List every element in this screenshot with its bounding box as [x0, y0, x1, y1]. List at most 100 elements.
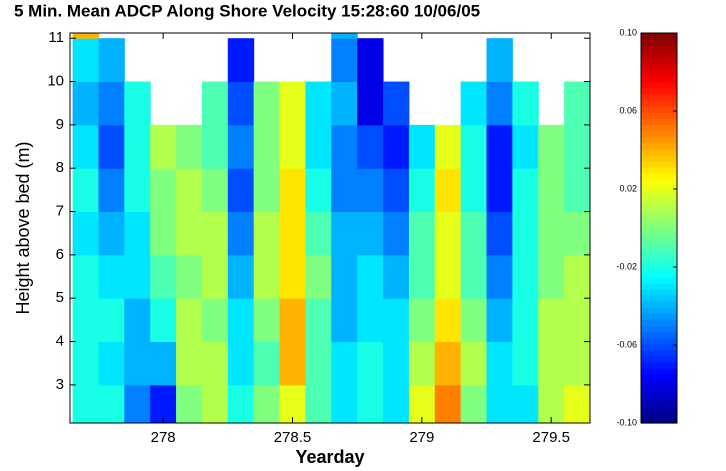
colorbar-swatch [641, 33, 677, 40]
colorbar-swatch [641, 270, 677, 278]
cell [408, 124, 436, 169]
colorbar-swatch [641, 197, 677, 205]
cell [512, 341, 539, 386]
cell [357, 254, 384, 299]
cell [201, 298, 229, 343]
colorbar-tick-label: -0.02 [616, 261, 637, 271]
cell [408, 341, 436, 386]
cell [408, 254, 436, 299]
cell [201, 384, 229, 423]
cell [72, 384, 99, 423]
y-tick-label: 6 [56, 246, 64, 263]
cell [331, 38, 358, 83]
cell [357, 211, 384, 256]
cell [201, 81, 229, 126]
colorbar-swatch [641, 301, 677, 308]
cell [124, 211, 151, 256]
cell [72, 254, 99, 299]
cell [383, 124, 410, 169]
cell [305, 211, 332, 256]
cell [331, 254, 358, 299]
cell [253, 124, 281, 169]
y-tick-label: 10 [47, 73, 64, 90]
y-tick-label: 11 [48, 29, 64, 46]
cell [253, 211, 281, 256]
colorbar-swatch [641, 124, 677, 132]
y-tick-label: 8 [56, 159, 64, 176]
cell [305, 168, 332, 213]
colorbar-swatch [641, 118, 677, 126]
x-tick-label: 279.5 [532, 429, 570, 446]
colorbar-swatch [641, 246, 677, 253]
colorbar-swatch [641, 392, 677, 400]
x-tick-label: 278 [151, 429, 176, 446]
cell [460, 341, 488, 386]
colorbar-tick-label: 0.06 [619, 105, 637, 115]
colorbar-swatch [641, 75, 677, 83]
cell [227, 211, 255, 256]
cell [331, 384, 358, 423]
cell [512, 211, 539, 256]
colorbar-swatch [641, 142, 677, 150]
cell [227, 384, 255, 423]
cell [227, 38, 255, 83]
cell [176, 124, 203, 169]
cell [227, 81, 255, 126]
cell [150, 254, 177, 299]
colorbar-swatch [641, 69, 677, 77]
y-axis-label: Height above bed (m) [13, 141, 33, 314]
cell [279, 341, 306, 386]
colorbar-swatch [641, 313, 677, 321]
cell [72, 124, 99, 169]
cell [279, 81, 306, 126]
cell [538, 341, 565, 386]
cell [408, 168, 436, 213]
cell [176, 211, 203, 256]
cell [331, 33, 358, 39]
cell [72, 211, 99, 256]
colorbar [641, 33, 677, 424]
cell [98, 124, 125, 169]
colorbar-swatch [641, 39, 677, 46]
colorbar-swatch [641, 258, 677, 266]
cell [357, 384, 384, 423]
cell [279, 168, 306, 213]
colorbar-swatch [641, 100, 677, 107]
colorbar-swatch [641, 368, 677, 375]
cell [150, 124, 177, 169]
y-tick-label: 3 [56, 376, 64, 393]
colorbar-swatch [641, 63, 677, 71]
colorbar-swatch [641, 282, 677, 290]
x-tick-label: 278.5 [274, 429, 312, 446]
cell [564, 341, 590, 386]
cell [460, 81, 488, 126]
cell [357, 81, 384, 126]
colorbar-swatch [641, 240, 677, 247]
cell [305, 341, 332, 386]
cell [305, 254, 332, 299]
cell [98, 298, 125, 343]
cell [538, 168, 565, 213]
colorbar-swatch [641, 343, 677, 351]
cell [486, 341, 513, 386]
colorbar-swatch [641, 45, 677, 52]
colorbar-swatch [641, 307, 677, 314]
y-tick-label: 4 [56, 333, 64, 350]
colorbar-swatch [641, 288, 677, 296]
cell [331, 211, 358, 256]
cell [512, 384, 539, 423]
cell [253, 168, 281, 213]
cell [434, 341, 462, 386]
cell [331, 81, 358, 126]
colorbar-swatch [641, 51, 677, 58]
cell [176, 168, 203, 213]
colorbar-swatch [641, 331, 677, 339]
cell [72, 298, 99, 343]
colorbar-swatch [641, 215, 677, 223]
colorbar-tick-label: 0.10 [619, 27, 637, 37]
cell [150, 298, 177, 343]
colorbar-swatch [641, 191, 677, 199]
cell [538, 124, 565, 169]
colorbar-swatch [641, 234, 677, 241]
colorbar-swatch [641, 130, 677, 138]
